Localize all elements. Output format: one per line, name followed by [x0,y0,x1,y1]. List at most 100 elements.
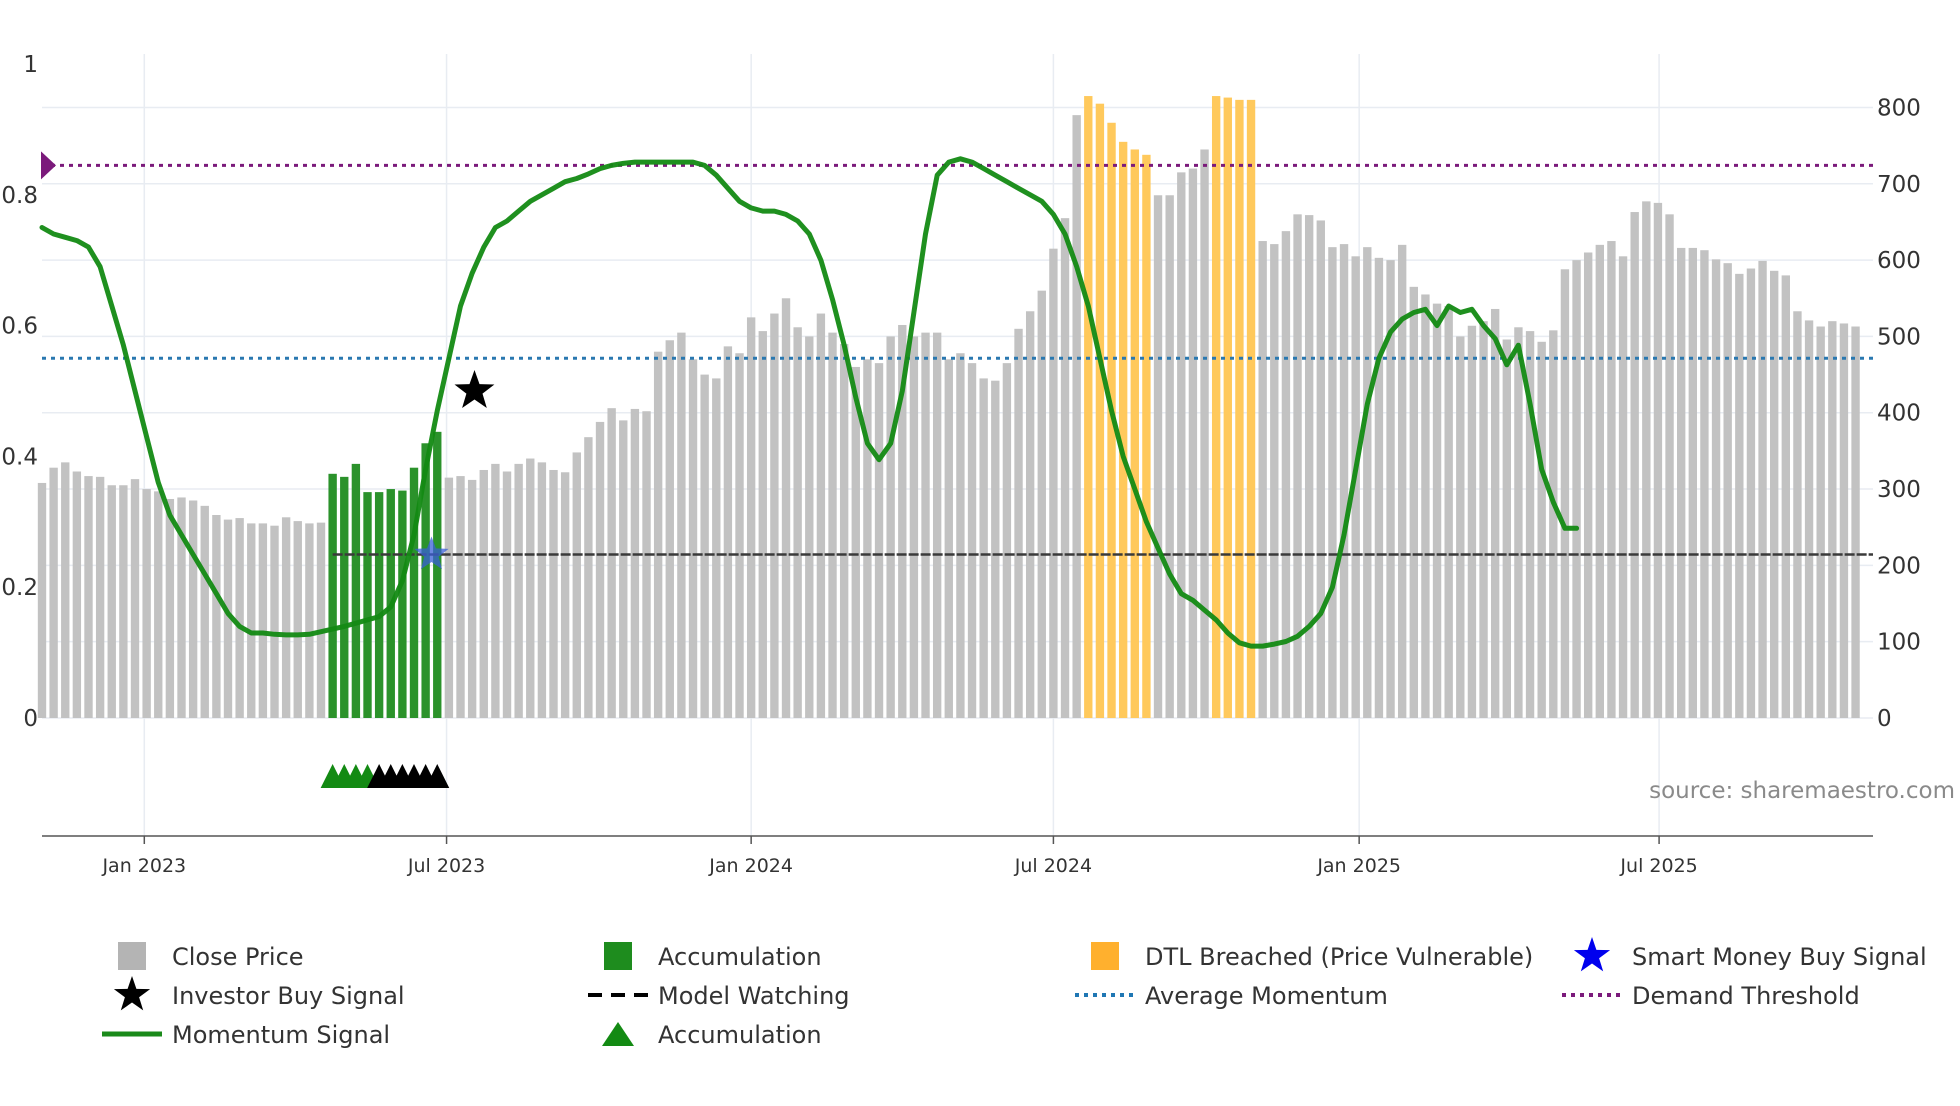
smart-money-buy-signal-star [414,536,449,570]
close-price-bar [1258,241,1267,718]
close-price-bar [607,408,616,718]
legend-square-icon [604,942,632,970]
demand-threshold-marker [41,151,56,180]
left-axis-tick-label: 0.8 [1,183,38,209]
close-price-bar [1490,308,1500,718]
close-price-bar [537,462,547,718]
right-axis-tick-label: 200 [1877,553,1921,579]
close-price-bar [61,462,70,718]
legend-star-icon [1573,937,1611,972]
close-price-bar [1549,330,1558,718]
close-price-bar [154,491,163,718]
close-price-bar [165,498,175,718]
close-price-bar [1746,268,1756,718]
close-price-bar [572,452,581,718]
legend-label: DTL Breached (Price Vulnerable) [1145,943,1533,971]
close-price-bar [1153,195,1163,718]
close-price-bar [1618,256,1628,718]
close-price-bar [142,489,151,718]
close-price-bar [1525,331,1535,718]
close-price-bar [1735,273,1744,718]
dtl-breached-bar [1118,141,1128,718]
legend-label: Demand Threshold [1632,982,1860,1010]
close-price-bar [967,363,977,718]
close-price-bar [1851,326,1860,718]
close-price-bar [839,344,849,718]
close-price-bar [1304,215,1314,718]
close-price-bar [1583,252,1593,718]
close-price-bar [956,353,965,718]
momentum-signal-line [39,156,1580,649]
right-axis-tick-label: 700 [1877,172,1921,198]
close-price-bar [828,332,837,718]
close-price-bar [560,472,570,718]
close-price-bar [119,485,128,718]
close-price-bar [642,411,651,718]
dtl-breached-bar [1084,96,1093,719]
close-price-bar [49,467,58,718]
close-price-bar [700,374,709,718]
close-price-bar [816,313,826,718]
close-price-bar [595,421,605,718]
close-price-bar [502,471,512,718]
close-price-bar [851,366,860,718]
close-price-bar [665,340,674,718]
close-price-bar [1572,260,1581,718]
legend-label: Accumulation [658,943,822,971]
close-price-bar [1769,270,1779,718]
close-price-bar [898,324,907,718]
close-price-bar [677,332,686,718]
signal-markers [320,370,495,788]
close-price-bar [1014,328,1023,718]
close-price-bar [1723,263,1732,718]
left-axis-tick-label: 0.2 [1,575,38,601]
legend-label: Model Watching [658,982,850,1010]
close-price-bar [758,331,767,718]
close-price-bar [305,523,314,718]
close-price-bar [1002,363,1012,718]
legend-triangle-icon [602,1022,634,1046]
dtl-breached-bar [1235,99,1244,718]
legend-label: Accumulation [658,1021,822,1049]
close-price-bar [1177,172,1186,718]
legend-square-icon [118,942,146,970]
close-price-bar [723,346,733,718]
close-price-bar [1502,339,1511,718]
close-price-bar [781,298,791,718]
legend-label: Smart Money Buy Signal [1632,943,1927,971]
dtl-breached-bar [1211,96,1221,719]
x-axis-tick-label: Jan 2025 [1316,855,1401,877]
accumulation-bar [421,443,430,718]
dtl-breached-bar [1095,103,1105,718]
close-price-bar [293,521,302,718]
close-price-bar [1025,311,1035,718]
close-price-bar [526,458,535,718]
close-price-bar [712,378,721,718]
close-price-bar [619,420,628,718]
close-price-bar [805,336,814,718]
close-price-bar [1816,326,1825,718]
close-price-bar [1793,311,1802,718]
close-price-bar [921,332,930,718]
x-axis-tick-label: Jul 2024 [1014,855,1092,877]
legend-label: Close Price [172,943,304,971]
dtl-breached-bar [1130,149,1139,719]
close-price-bar [1281,231,1291,718]
close-price-bar [1049,248,1058,719]
dtl-breached-bar [1223,97,1232,719]
x-axis-tick-label: Jul 2023 [407,855,485,877]
close-price-bar [1444,305,1453,718]
close-price-bar [1514,327,1523,718]
close-price-bar [630,408,640,718]
close-price-bar [1351,256,1360,718]
close-price-bar [1432,303,1442,718]
close-price-bar [1200,149,1209,719]
legend-label: Average Momentum [1145,982,1388,1010]
close-price-bar [223,519,233,718]
close-price-bar [1839,323,1849,718]
right-axis-tick-label: 0 [1877,706,1892,732]
close-price-bar [1607,241,1616,718]
close-price-bar [467,479,477,718]
right-axis-tick-label: 500 [1877,324,1921,350]
close-price-bar [270,525,279,718]
